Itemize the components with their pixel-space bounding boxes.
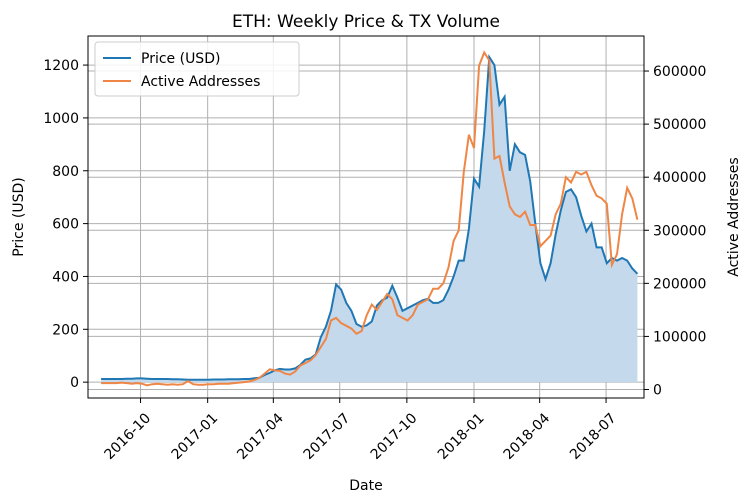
y-axis-ticks: 0 200 400 600 800 1000 1200 <box>43 58 88 391</box>
y-tick-label: 600 <box>52 217 79 233</box>
y2-tick-label: 600000 <box>653 64 706 80</box>
legend-box <box>94 41 300 97</box>
y-axis-title: Price (USD) <box>11 177 27 256</box>
y-tick-label: 1000 <box>43 111 79 127</box>
legend: Price (USD) Active Addresses <box>94 41 300 97</box>
y2-tick-label: 400000 <box>653 170 706 186</box>
chart-title: ETH: Weekly Price & TX Volume <box>232 12 500 32</box>
y-tick-label: 800 <box>52 164 79 180</box>
y2-axis-ticks: 0 100000 200000 300000 400000 500000 600000 <box>644 64 706 399</box>
y-tick-label: 200 <box>52 322 79 338</box>
price-line <box>101 54 639 381</box>
y2-tick-label: 200000 <box>653 276 706 292</box>
y2-tick-label: 300000 <box>653 223 706 239</box>
plot-frame <box>87 35 645 399</box>
y-tick-label: 1200 <box>43 58 79 74</box>
y2-tick-label: 100000 <box>653 329 706 345</box>
y2-tick-label: 500000 <box>653 117 706 133</box>
active-addresses-line <box>101 50 639 387</box>
legend-label-price: Price (USD) <box>141 51 220 67</box>
legend-label-active-addresses: Active Addresses <box>141 74 260 90</box>
price-area-fill <box>101 57 638 383</box>
y2-tick-label: 0 <box>653 383 662 399</box>
y2-axis-title: Active Addresses <box>726 157 742 276</box>
x-axis-title: Date <box>349 478 382 494</box>
y-tick-label: 400 <box>52 269 79 285</box>
y-tick-label: 0 <box>70 375 79 391</box>
